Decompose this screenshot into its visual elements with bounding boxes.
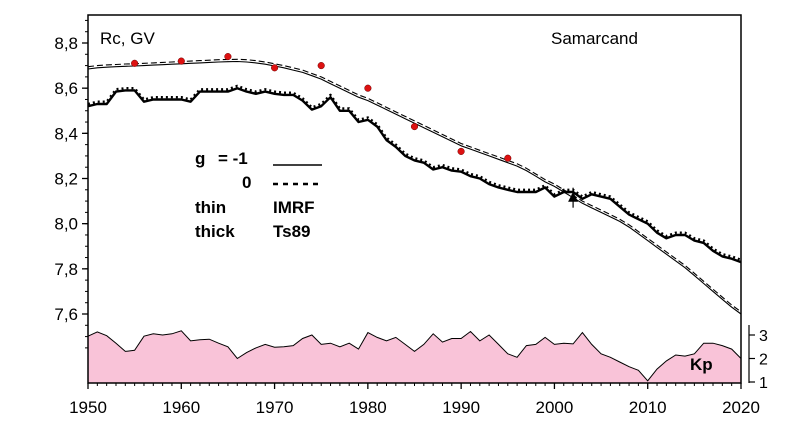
kp-area bbox=[88, 330, 741, 383]
y-tick-label: 7,6 bbox=[54, 305, 78, 324]
x-tick-label: 2020 bbox=[722, 398, 760, 417]
legend-thin-model: IMRF bbox=[273, 198, 315, 217]
y-tick-label: 8,6 bbox=[54, 79, 78, 98]
chart-title: Samarcand bbox=[551, 29, 638, 48]
y-axis: 7,6 7,8 8,0 8,2 8,4 8,6 8,8 bbox=[54, 19, 88, 349]
y-tick-label: 8,4 bbox=[54, 124, 78, 143]
observed-point bbox=[457, 147, 465, 155]
series-line-3 bbox=[87, 86, 742, 264]
observed-points-layer bbox=[131, 53, 579, 208]
plot-area bbox=[88, 15, 741, 383]
observed-point bbox=[131, 59, 139, 67]
legend-g-label: g bbox=[195, 149, 205, 168]
y-tick-label: 7,8 bbox=[54, 260, 78, 279]
x-tick-label: 1960 bbox=[162, 398, 200, 417]
observed-point bbox=[504, 154, 512, 162]
observed-point bbox=[364, 84, 372, 92]
x-tick-label: 1950 bbox=[69, 398, 107, 417]
star-marker bbox=[568, 191, 579, 202]
x-axis: 1950 1960 1970 1980 1990 2000 2010 2020 bbox=[69, 383, 760, 417]
kp-area-layer bbox=[87, 330, 742, 383]
legend-zero-label: 0 bbox=[242, 173, 251, 192]
kp-axis: 1 2 3 bbox=[748, 325, 768, 392]
legend: g = -1 0 thin IMRF thick Ts89 bbox=[195, 149, 322, 241]
kp-tick-label: 2 bbox=[759, 352, 768, 369]
x-tick-label: 1990 bbox=[442, 398, 480, 417]
kp-tick-label: 3 bbox=[759, 328, 768, 345]
kp-label: Kp bbox=[690, 355, 713, 374]
observed-point bbox=[224, 53, 232, 61]
y-tick-label: 8,2 bbox=[54, 170, 78, 189]
x-tick-label: 2010 bbox=[629, 398, 667, 417]
kp-tick-label: 1 bbox=[759, 375, 768, 392]
observed-point bbox=[410, 123, 419, 131]
legend-thick-label: thick bbox=[195, 222, 235, 241]
observed-point bbox=[177, 57, 185, 65]
x-tick-label: 1980 bbox=[349, 398, 387, 417]
x-tick-label: 1970 bbox=[256, 398, 294, 417]
x-tick-label: 2000 bbox=[536, 398, 574, 417]
observed-point bbox=[317, 62, 325, 70]
y-tick-label: 8,8 bbox=[54, 34, 78, 53]
observed-point bbox=[271, 64, 279, 72]
legend-g-value: = -1 bbox=[218, 149, 248, 168]
legend-thin-label: thin bbox=[195, 198, 226, 217]
series-line-2 bbox=[87, 58, 742, 313]
y-axis-title: Rc, GV bbox=[100, 29, 155, 48]
kp-line bbox=[87, 330, 742, 382]
legend-thick-model: Ts89 bbox=[273, 222, 311, 241]
y-tick-label: 8,0 bbox=[54, 215, 78, 234]
